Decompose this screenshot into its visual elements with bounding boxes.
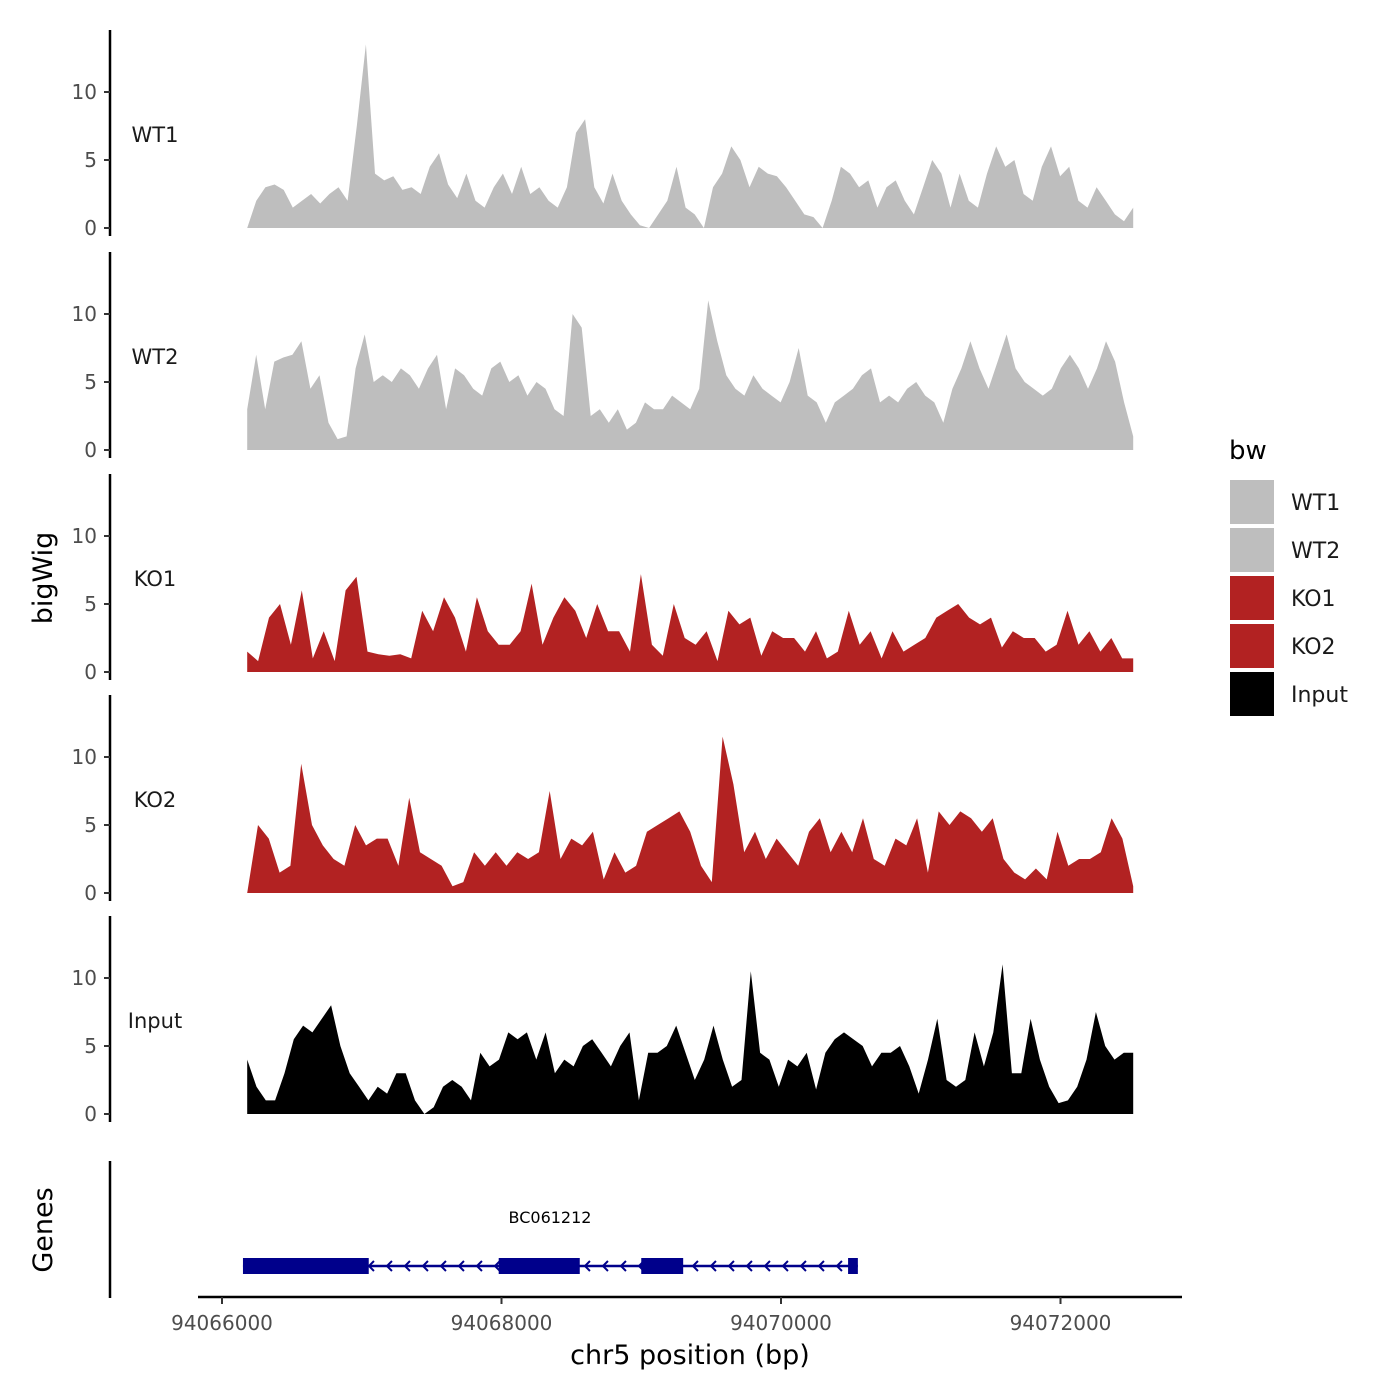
gene-exon [641,1258,684,1274]
strand-chevron [763,1260,771,1272]
gene-exon [242,1258,369,1274]
gene-name-label: BC061212 [509,1208,592,1227]
strand-chevron [745,1260,753,1272]
strand-chevron [493,1260,501,1272]
strand-chevron [367,1260,375,1272]
legend-label-wt1: WT1 [1291,491,1340,516]
strand-chevron [421,1260,429,1272]
panel-ko2: 0 5 10 KO2 [72,695,1134,905]
panel-label-ko1: KO1 [134,567,177,591]
legend: bw WT1 WT2 KO1 KO2 Input [1229,436,1348,716]
strand-chevron [385,1260,393,1272]
legend-label-ko2: KO2 [1291,635,1336,660]
panel-ko1: 0 5 10 KO1 [72,474,1134,684]
y-tick-label: 5 [84,1034,97,1058]
x-ticks: 94066000 94068000 94070000 94072000 [171,1297,1111,1335]
strand-chevron [583,1260,591,1272]
panel-label-wt1: WT1 [132,123,179,147]
strand-chevron [619,1260,627,1272]
y-tick-label: 5 [84,370,97,394]
strand-chevron [817,1260,825,1272]
y-tick-label: 10 [72,302,97,326]
legend-key-ko1 [1230,576,1274,620]
legend-key-ko2 [1230,624,1274,668]
gene-models: BC061212 [242,1208,858,1274]
y-tick-label: 5 [84,148,97,172]
y-tick-label: 10 [72,966,97,990]
track-panels: 0 5 10 WT1 0 5 10 WT2 0 5 10 KO1 0 5 10 KO2 0 5 10 Input [72,30,1134,1126]
x-tick-label: 94072000 [1010,1311,1112,1335]
gene-panel: Genes BC061212 [28,1161,858,1298]
strand-chevron [709,1260,717,1272]
legend-key-input [1230,672,1274,716]
signal-area-wt2 [247,300,1134,450]
signal-area-input [247,964,1134,1114]
strand-chevron [781,1260,789,1272]
y-tick-label: 10 [72,80,97,104]
strand-chevron [475,1260,483,1272]
legend-label-ko1: KO1 [1291,587,1336,612]
panel-wt2: 0 5 10 WT2 [72,252,1134,462]
legend-key-wt2 [1230,528,1274,572]
y-tick-label: 10 [72,524,97,548]
signal-area-ko1 [247,574,1134,672]
strand-chevron [727,1260,735,1272]
strand-chevron [601,1260,609,1272]
legend-title: bw [1229,436,1267,466]
strand-chevron [691,1260,699,1272]
panel-input: 0 5 10 Input [72,916,1134,1126]
y-tick-label: 0 [84,660,97,684]
legend-label-input: Input [1291,683,1348,708]
panel-wt1: 0 5 10 WT1 [72,30,1134,240]
signal-area-ko2 [247,736,1134,893]
x-axis: 94066000 94068000 94070000 94072000 chr5 po… [171,1295,1182,1371]
signal-area-wt1 [247,44,1134,229]
strand-chevron [835,1260,843,1272]
panel-label-input: Input [128,1009,182,1033]
gene-exon [498,1258,580,1274]
panel-label-wt2: WT2 [132,345,179,369]
x-axis-title: chr5 position (bp) [570,1340,810,1371]
y-tick-label: 0 [84,438,97,462]
x-tick-label: 94068000 [451,1311,553,1335]
y-axis-title: bigWig [28,532,59,625]
legend-label-wt2: WT2 [1291,539,1340,564]
y-tick-label: 0 [84,881,97,905]
y-tick-label: 10 [72,745,97,769]
y-tick-label: 5 [84,813,97,837]
strand-chevron [403,1260,411,1272]
y-tick-label: 5 [84,592,97,616]
y-tick-label: 0 [84,216,97,240]
strand-chevron [439,1260,447,1272]
strand-chevron [799,1260,807,1272]
x-tick-label: 94066000 [171,1311,273,1335]
legend-items: WT1 WT2 KO1 KO2 Input [1230,480,1348,716]
strand-chevron [457,1260,465,1272]
panel-label-ko2: KO2 [134,788,177,812]
legend-key-wt1 [1230,480,1274,524]
y-tick-label: 0 [84,1102,97,1126]
gene-bc061212: BC061212 [242,1208,858,1274]
gene-exon [848,1258,858,1274]
gene-panel-title: Genes [28,1187,59,1272]
x-tick-label: 94070000 [730,1311,832,1335]
